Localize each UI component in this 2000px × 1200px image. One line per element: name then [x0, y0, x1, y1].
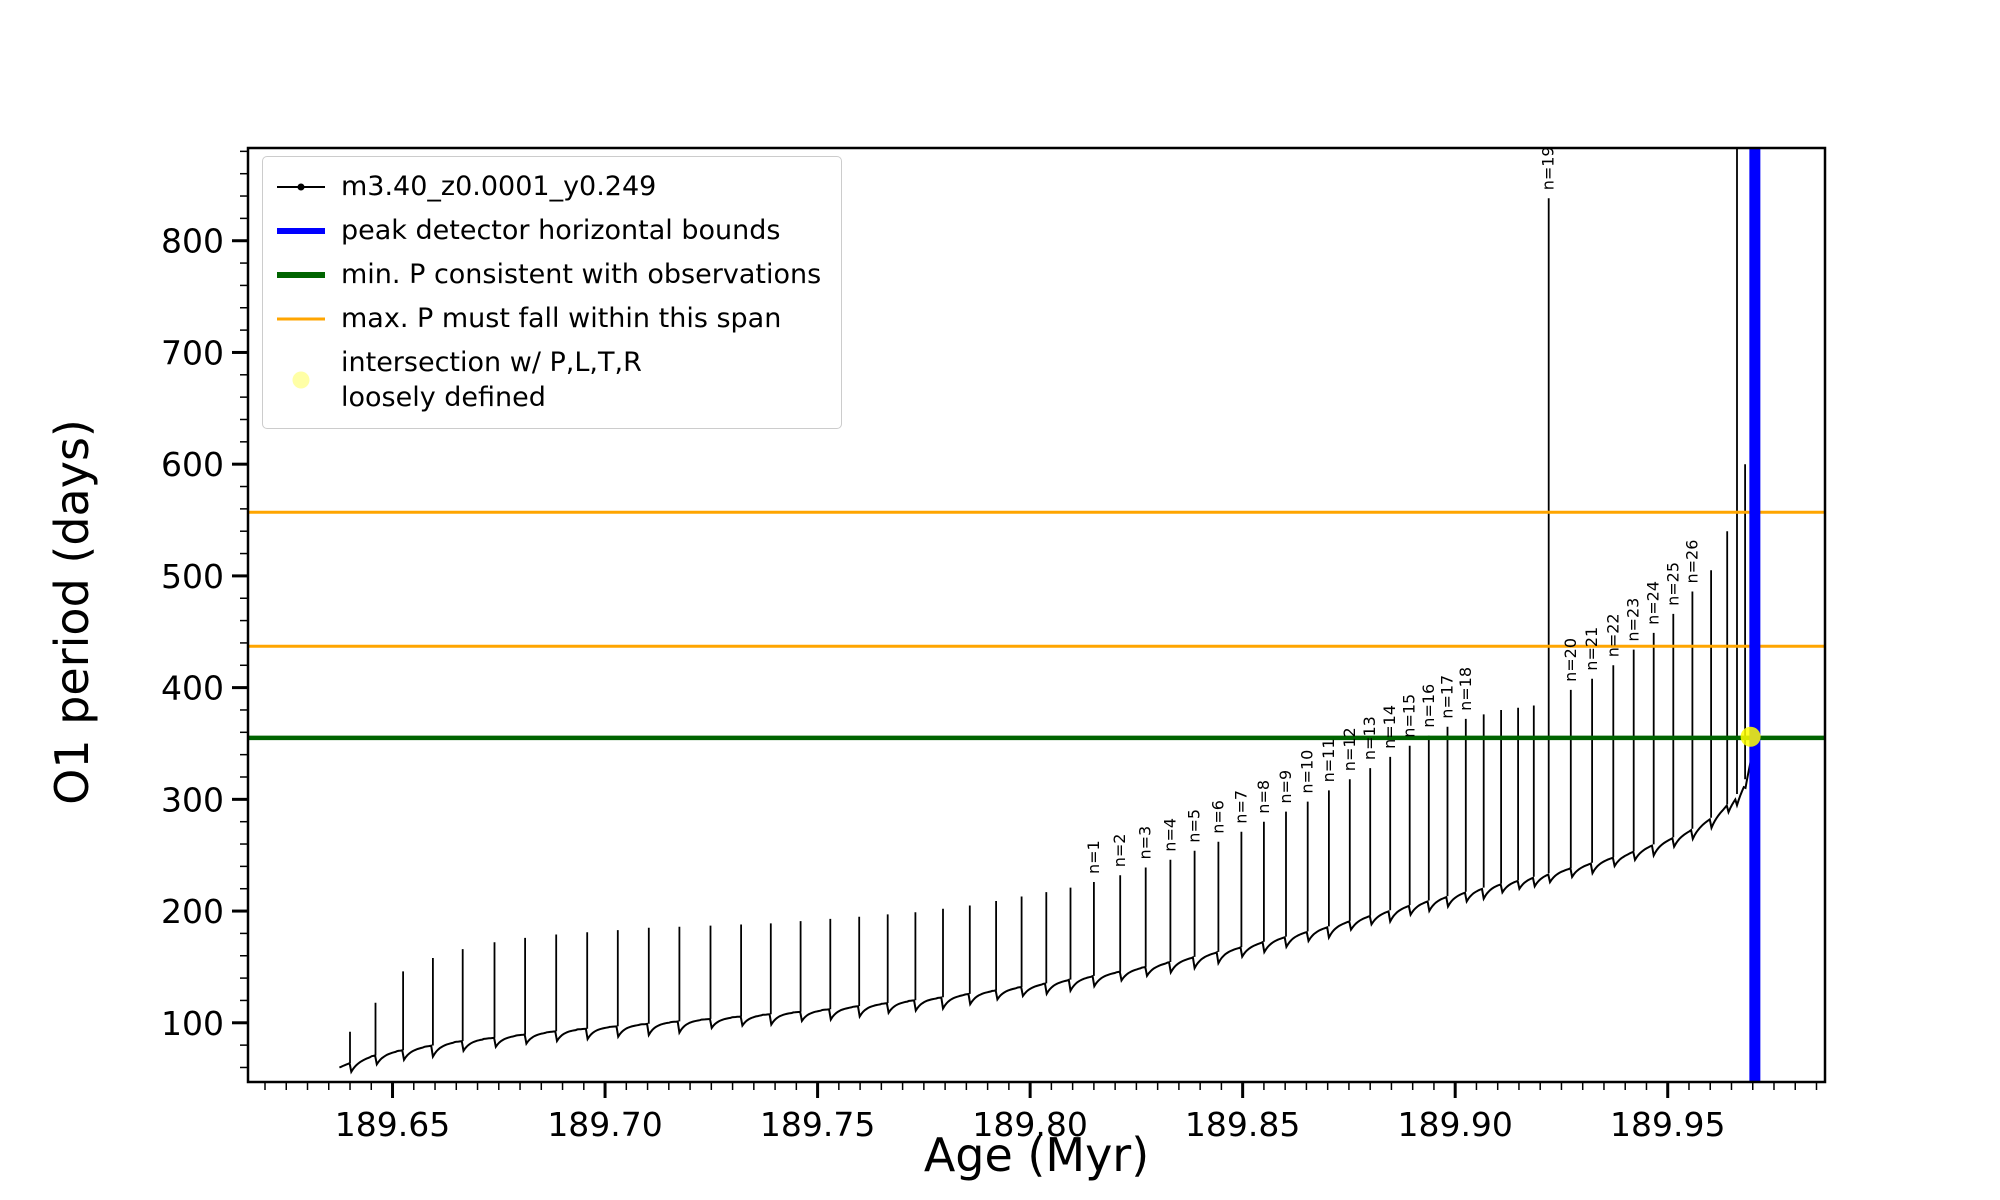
y-tick-label: 400 — [161, 669, 224, 708]
pulse-label: n=23 — [1624, 598, 1643, 642]
legend-line-marker — [277, 263, 325, 287]
plot-area: n=1 n=2 n=3 n=4 n=5 n=6 n=7 n=8 n=9 n=10 n=11 n=12 n… — [248, 146, 1825, 1082]
pulse-label: n=9 — [1276, 770, 1295, 804]
x-tick-label: 189.95 — [1610, 1105, 1725, 1144]
x-tick-label: 189.90 — [1397, 1105, 1512, 1144]
x-tick-label: 189.85 — [1185, 1105, 1300, 1144]
legend-item-2: min. P consistent with observations — [277, 257, 821, 292]
legend-line-marker — [277, 307, 325, 331]
y-axis-label: O1 period (days) — [45, 419, 99, 805]
pulse-label: n=21 — [1582, 627, 1601, 671]
y-tick-label: 100 — [161, 1004, 224, 1043]
legend-line-marker — [277, 219, 325, 243]
pulse-label: n=8 — [1254, 780, 1273, 814]
legend-label: intersection w/ P,L,T,R loosely defined — [341, 347, 642, 414]
x-tick-label: 189.75 — [760, 1105, 875, 1144]
y-tick-label: 600 — [161, 445, 224, 484]
pulse-label: n=11 — [1319, 738, 1338, 782]
pulse-label: n=18 — [1456, 667, 1475, 711]
pulse-label: n=26 — [1682, 540, 1701, 584]
pulse-label: n=22 — [1603, 613, 1622, 657]
pulse-label: n=4 — [1160, 818, 1179, 852]
legend-label: max. P must fall within this span — [341, 303, 782, 335]
pulse-label: n=24 — [1644, 581, 1663, 625]
legend-dot-marker — [277, 368, 325, 392]
pulse-label: n=14 — [1380, 705, 1399, 749]
legend-item-0: m3.40_z0.0001_y0.249 — [277, 169, 821, 204]
y-tick-label: 700 — [161, 333, 224, 372]
pulse-label: n=13 — [1360, 716, 1379, 760]
pulse-label: n=6 — [1208, 800, 1227, 834]
x-axis-label: Age (Myr) — [923, 1128, 1150, 1182]
x-tick-label: 189.70 — [547, 1105, 662, 1144]
pulse-label: n=25 — [1663, 562, 1682, 606]
pulse-label: n=15 — [1400, 694, 1419, 738]
y-tick-label: 300 — [161, 780, 224, 819]
pulse-label: n=1 — [1084, 840, 1103, 874]
pulse-label: n=16 — [1419, 684, 1438, 728]
pulse-label: n=3 — [1136, 826, 1155, 860]
pulse-label: n=7 — [1231, 790, 1250, 824]
intersection-point — [1740, 726, 1761, 747]
legend-label: peak detector horizontal bounds — [341, 215, 781, 247]
pulse-label: n=20 — [1561, 638, 1580, 682]
pulse-label: n=12 — [1340, 727, 1359, 771]
x-tick-label: 189.65 — [335, 1105, 450, 1144]
y-tick-label: 800 — [161, 222, 224, 261]
y-tick-label: 500 — [161, 557, 224, 596]
pulse-label: n=2 — [1110, 834, 1129, 868]
x-tick-label: 189.80 — [972, 1105, 1087, 1144]
legend-item-4: intersection w/ P,L,T,R loosely defined — [277, 345, 821, 415]
legend-item-3: max. P must fall within this span — [277, 301, 821, 336]
pulse-label: n=5 — [1185, 809, 1204, 843]
axes-frame — [246, 146, 1827, 1084]
y-tick-label: 200 — [161, 892, 224, 931]
legend-label: min. P consistent with observations — [341, 259, 822, 291]
series-baseline — [339, 739, 1761, 1075]
pulse-label: n=17 — [1438, 675, 1457, 719]
pulse-label: n=10 — [1298, 750, 1317, 794]
legend-label: m3.40_z0.0001_y0.249 — [341, 171, 657, 202]
legend-line-marker — [277, 175, 325, 199]
pulse-label: n=19 — [1539, 146, 1558, 190]
legend-item-1: peak detector horizontal bounds — [277, 213, 821, 248]
